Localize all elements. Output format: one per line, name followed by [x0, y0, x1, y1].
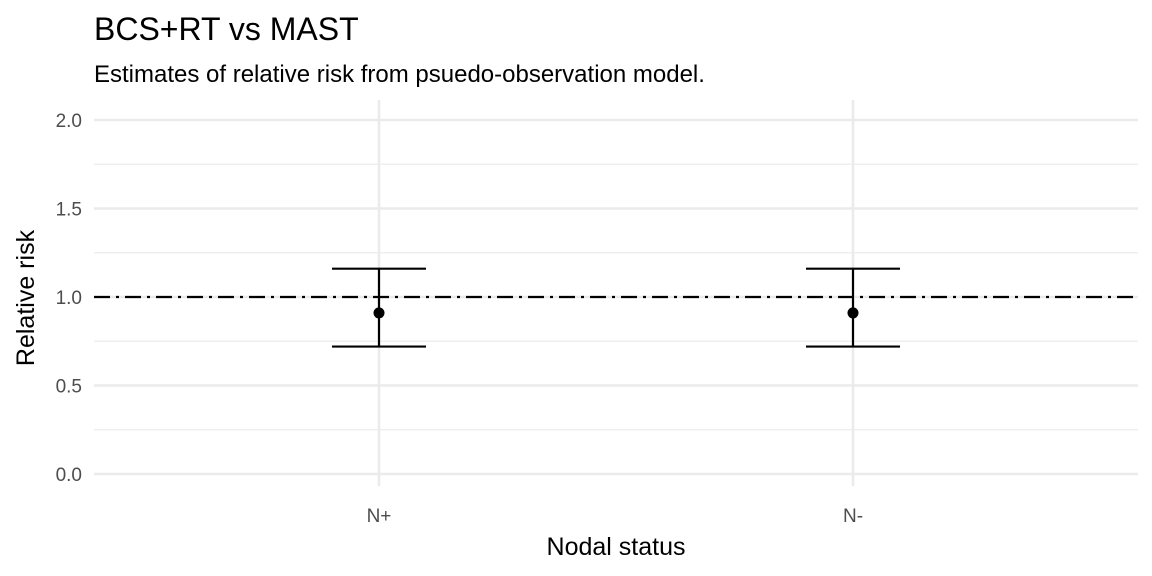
error-bar-N-	[806, 267, 900, 348]
y-axis-ticks: 0.0 0.5 1.0 1.5 2.0	[56, 111, 82, 486]
y-tick-label: 1.5	[56, 200, 82, 221]
error-bars	[332, 267, 900, 348]
point-estimate	[373, 307, 385, 319]
chart-title: BCS+RT vs MAST	[94, 11, 359, 47]
y-tick-label: 1.0	[56, 288, 82, 309]
x-axis-title: Nodal status	[547, 533, 686, 561]
x-axis-ticks: N+ N-	[367, 506, 863, 527]
y-axis-title: Relative risk	[12, 229, 40, 366]
grid	[94, 100, 1138, 486]
error-bar-N+	[332, 267, 426, 348]
chart-subtitle: Estimates of relative risk from psuedo-o…	[94, 61, 705, 88]
x-tick-label: N-	[843, 506, 863, 527]
y-tick-label: 0.5	[56, 377, 82, 398]
y-tick-label: 2.0	[56, 111, 82, 132]
x-tick-label: N+	[367, 506, 392, 527]
y-tick-label: 0.0	[56, 465, 82, 486]
point-estimate	[847, 307, 859, 319]
